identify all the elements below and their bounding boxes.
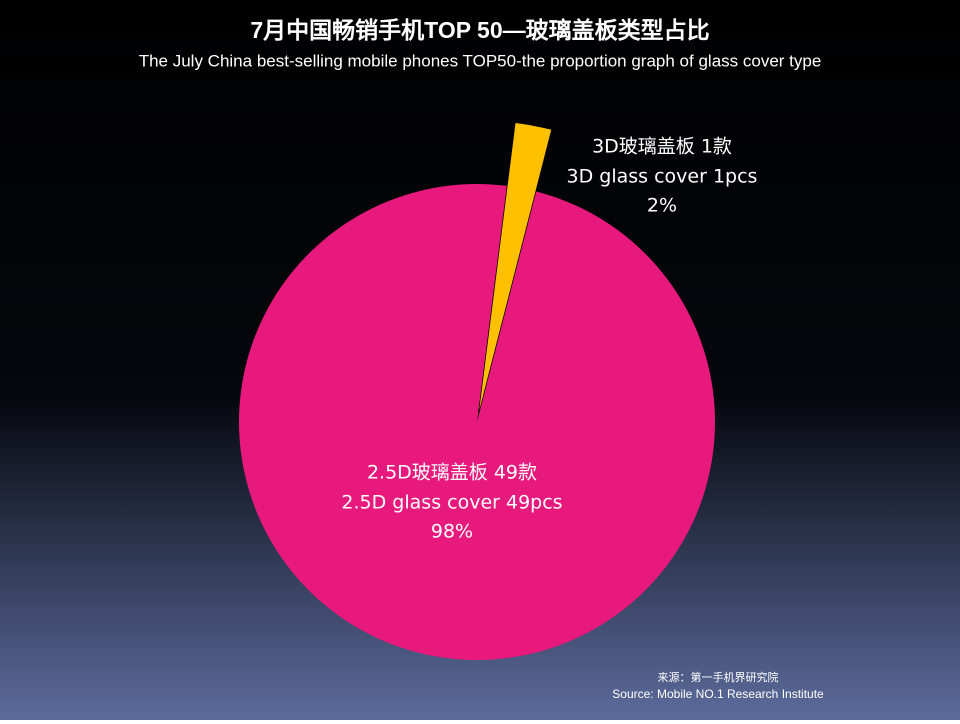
chart-subtitle: The July China best-selling mobile phone… xyxy=(139,51,822,70)
slice-detail: 2.5D glass cover 49pcs xyxy=(341,492,562,514)
value-label: 2% xyxy=(647,195,677,217)
pie-slice xyxy=(477,121,553,419)
source-en: Source: Mobile NO.1 Research Institute xyxy=(612,687,824,701)
slice-label: 2.5D玻璃盖板 49款 xyxy=(367,462,537,484)
chart-title: 7月中国畅销手机TOP 50—玻璃盖板类型占比 xyxy=(250,17,709,43)
pie-slice xyxy=(238,184,715,660)
value-label: 98% xyxy=(431,521,473,543)
pie: 3D玻璃盖板 1款 3D glass cover 1pcs 2% 2.5D玻璃盖板 4… xyxy=(238,121,758,660)
slice-detail: 3D glass cover 1pcs xyxy=(567,166,758,188)
source-cn: 来源：第一手机界研究院 xyxy=(658,670,779,684)
slice-label: 3D玻璃盖板 1款 xyxy=(592,136,732,158)
